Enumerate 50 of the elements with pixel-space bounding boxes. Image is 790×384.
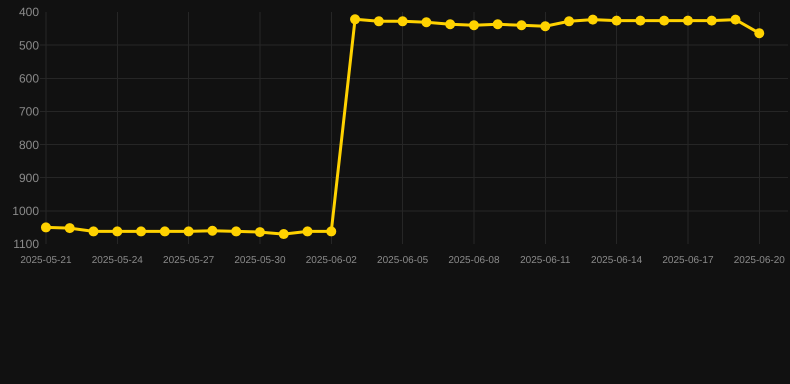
point bbox=[88, 226, 98, 236]
y-tick-label: 900 bbox=[18, 170, 40, 185]
point bbox=[421, 17, 432, 28]
x-tick-label: 2025-05-21 bbox=[20, 255, 72, 266]
point bbox=[492, 19, 503, 30]
x-tick-label: 2025-06-17 bbox=[662, 255, 714, 266]
point bbox=[40, 222, 51, 232]
point bbox=[184, 226, 194, 236]
y-tick-label: 400 bbox=[18, 5, 40, 20]
x-tick-label: 2025-05-27 bbox=[163, 255, 215, 266]
point bbox=[659, 16, 670, 26]
point bbox=[445, 19, 456, 30]
point bbox=[516, 20, 526, 30]
point bbox=[160, 226, 170, 236]
point bbox=[468, 20, 479, 30]
x-tick-label: 2025-06-14 bbox=[591, 255, 643, 266]
x-tick-label: 2025-06-02 bbox=[306, 255, 358, 266]
point bbox=[398, 16, 408, 26]
point bbox=[564, 16, 574, 26]
point bbox=[635, 16, 646, 26]
point bbox=[540, 21, 550, 32]
x-tick-label: 2025-06-11 bbox=[520, 255, 571, 266]
point bbox=[231, 226, 242, 236]
point bbox=[588, 14, 598, 25]
point bbox=[374, 16, 384, 26]
point bbox=[112, 226, 122, 236]
point bbox=[302, 226, 312, 236]
x-tick-label: 2025-06-05 bbox=[377, 255, 429, 266]
x-tick-label: 2025-05-24 bbox=[92, 255, 144, 266]
point bbox=[730, 14, 740, 25]
point bbox=[136, 226, 146, 236]
point bbox=[350, 14, 360, 24]
y-tick-label: 800 bbox=[18, 138, 40, 152]
x-tick-label: 2025-05-30 bbox=[234, 255, 286, 266]
point bbox=[612, 16, 622, 26]
y-tick-label: 700 bbox=[18, 104, 40, 119]
point bbox=[207, 226, 218, 236]
point bbox=[326, 226, 336, 236]
x-tick-label: 2025-06-08 bbox=[448, 255, 500, 266]
y-tick-label: 600 bbox=[18, 71, 40, 86]
y-tick-label: 500 bbox=[18, 38, 40, 52]
point bbox=[682, 16, 693, 26]
point bbox=[754, 28, 764, 38]
point bbox=[706, 16, 717, 26]
point bbox=[254, 227, 265, 238]
point bbox=[278, 229, 289, 240]
y-tick-label: 1100 bbox=[13, 237, 40, 252]
x-tick-label: 2025-06-20 bbox=[734, 255, 786, 266]
point bbox=[64, 223, 75, 234]
y-tick-label: 1000 bbox=[12, 204, 40, 218]
